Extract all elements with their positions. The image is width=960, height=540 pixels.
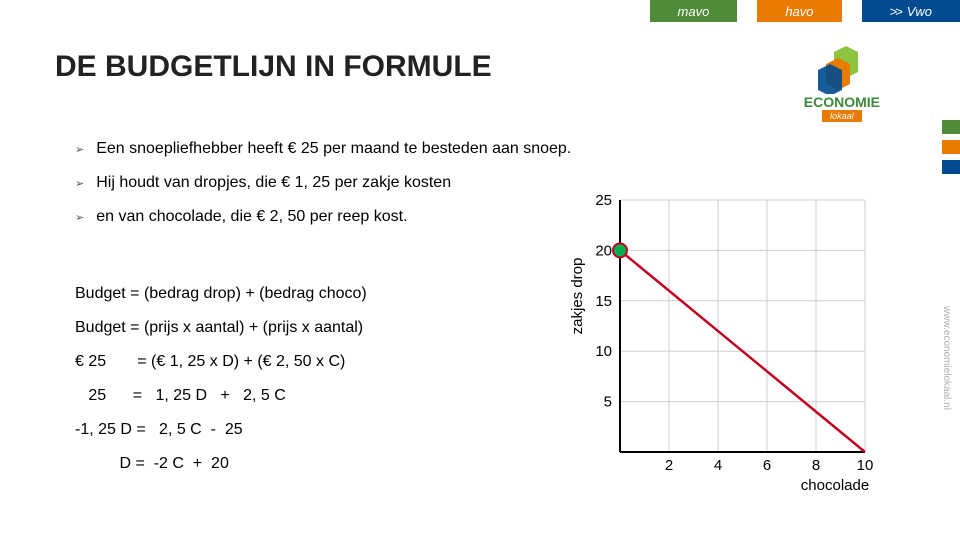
svg-text:10: 10 <box>595 343 612 360</box>
svg-text:8: 8 <box>812 457 820 474</box>
top-tabs: mavo havo >> Vwo <box>650 0 960 22</box>
svg-text:20: 20 <box>595 242 612 259</box>
bullet-item: ➢ Een snoepliefhebber heeft € 25 per maa… <box>75 140 571 158</box>
equations-block: Budget = (bedrag drop) + (bedrag choco) … <box>75 285 367 489</box>
sidebar-green <box>942 120 960 134</box>
footer-url: www.economielokaal.nl <box>941 306 952 410</box>
logo-icon <box>812 44 872 94</box>
sidebar-blue <box>942 160 960 174</box>
vwo-arrows: >> <box>890 4 901 19</box>
bullet-text: Een snoepliefhebber heeft € 25 per maand… <box>96 140 571 158</box>
svg-text:4: 4 <box>714 457 722 474</box>
bullet-marker-icon: ➢ <box>75 211 84 224</box>
equation-line: Budget = (prijs x aantal) + (prijs x aan… <box>75 319 367 337</box>
svg-text:5: 5 <box>604 394 612 411</box>
bullet-text: en van chocolade, die € 2, 50 per reep k… <box>96 208 407 226</box>
bullet-item: ➢ en van chocolade, die € 2, 50 per reep… <box>75 208 571 226</box>
svg-text:6: 6 <box>763 457 771 474</box>
bullet-text: Hij houdt van dropjes, die € 1, 25 per z… <box>96 174 451 192</box>
sidebar-orange <box>942 140 960 154</box>
bullet-item: ➢ Hij houdt van dropjes, die € 1, 25 per… <box>75 174 571 192</box>
svg-text:25: 25 <box>595 192 612 209</box>
page-title: DE BUDGETLIJN IN FORMULE <box>55 50 492 84</box>
equation-line: 25 = 1, 25 D + 2, 5 C <box>75 387 367 405</box>
tab-vwo[interactable]: >> Vwo <box>862 0 960 22</box>
svg-text:chocolade: chocolade <box>801 477 869 494</box>
vwo-label: Vwo <box>907 4 932 19</box>
equation-line: Budget = (bedrag drop) + (bedrag choco) <box>75 285 367 303</box>
tab-havo[interactable]: havo <box>757 0 841 22</box>
bullets-list: ➢ Een snoepliefhebber heeft € 25 per maa… <box>75 140 571 242</box>
svg-text:10: 10 <box>857 457 874 474</box>
tab-mavo[interactable]: mavo <box>650 0 738 22</box>
logo-sub: lokaal <box>822 110 862 122</box>
equation-line: € 25 = (€ 1, 25 x D) + (€ 2, 50 x C) <box>75 353 367 371</box>
svg-text:2: 2 <box>665 457 673 474</box>
equation-line: D = -2 C + 20 <box>75 455 367 473</box>
svg-text:zakjes drop: zakjes drop <box>569 258 586 335</box>
bullet-marker-icon: ➢ <box>75 143 84 156</box>
budget-chart: 2 4 6 8 10 5 10 15 20 25 chocolade zakjes drop <box>565 190 875 500</box>
bullet-marker-icon: ➢ <box>75 177 84 190</box>
logo: ECONOMIE lokaal <box>804 44 880 122</box>
side-bars <box>942 120 960 180</box>
logo-brand: ECONOMIE <box>804 94 880 110</box>
equation-line: -1, 25 D = 2, 5 C - 25 <box>75 421 367 439</box>
svg-text:15: 15 <box>595 293 612 310</box>
